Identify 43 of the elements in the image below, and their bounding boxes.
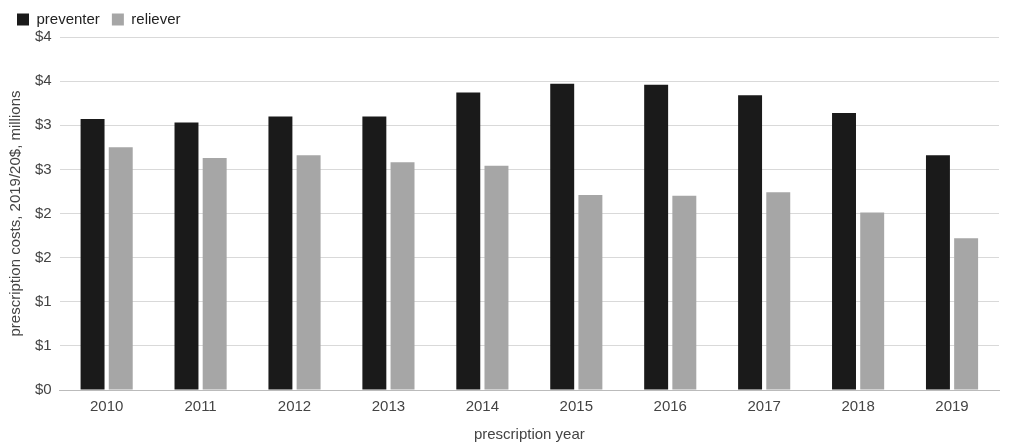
- bar: [832, 112, 856, 390]
- legend-label: reliever: [131, 9, 181, 27]
- bar: [925, 155, 950, 390]
- y-tick-label: $1: [35, 291, 52, 309]
- bar: [484, 165, 509, 390]
- y-tick-label: $3: [35, 115, 52, 133]
- y-tick-label: $4: [35, 27, 52, 45]
- x-tick-label: 2012: [277, 397, 312, 415]
- legend-label: preventer: [36, 9, 100, 27]
- bar: [672, 195, 697, 390]
- bar: [390, 162, 415, 390]
- y-tick-label: $2: [35, 247, 52, 265]
- bar: [860, 212, 885, 390]
- bar: [108, 147, 133, 390]
- y-tick-label: $4: [35, 71, 52, 89]
- x-tick-label: 2013: [371, 397, 406, 415]
- x-tick-label: 2019: [935, 397, 969, 415]
- bar: [202, 157, 227, 390]
- bar: [644, 84, 669, 390]
- bar: [296, 155, 321, 390]
- bar: [174, 122, 199, 390]
- bar: [362, 116, 387, 390]
- bar: [578, 194, 603, 390]
- y-tick-label: $2: [35, 203, 52, 221]
- y-axis-title: prescription costs, 2019/20$, millions: [6, 90, 24, 337]
- bar: [268, 116, 293, 390]
- x-tick-label: 2018: [841, 397, 875, 415]
- x-tick-label: 2017: [747, 397, 781, 415]
- bar: [80, 119, 105, 390]
- y-tick-label: $1: [35, 336, 52, 354]
- bar: [766, 192, 791, 390]
- x-tick-label: 2016: [653, 397, 687, 415]
- bar: [738, 95, 763, 390]
- x-tick-label: 2014: [465, 397, 500, 415]
- y-tick-label: $3: [35, 159, 52, 177]
- x-tick-label: 2010: [89, 397, 124, 415]
- x-tick-label: 2015: [559, 397, 593, 415]
- y-tick-label: $0: [35, 380, 52, 398]
- bar: [456, 92, 481, 390]
- bar: [954, 238, 979, 390]
- x-axis-title: prescription year: [473, 425, 585, 443]
- x-tick-label: 2011: [184, 397, 217, 415]
- bar: [550, 83, 575, 390]
